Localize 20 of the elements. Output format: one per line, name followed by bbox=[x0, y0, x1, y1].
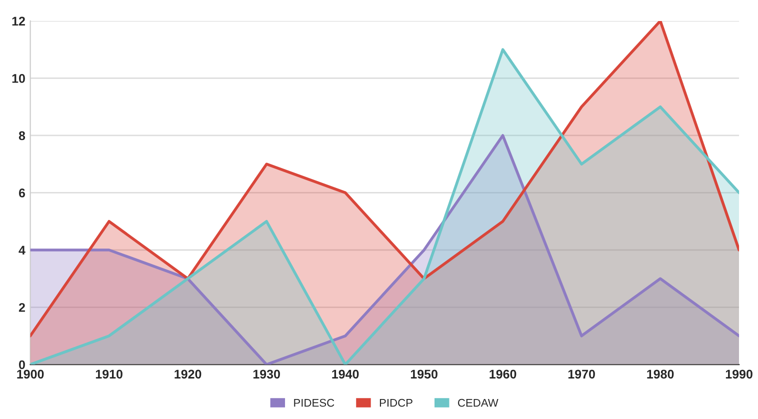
legend-label: PIDESC bbox=[294, 398, 334, 407]
y-tick-label: 4 bbox=[18, 246, 26, 255]
y-tick-label: 12 bbox=[12, 16, 25, 26]
y-tick-label: 6 bbox=[18, 188, 26, 198]
y-tick-label: 10 bbox=[12, 74, 25, 83]
x-tick-label: 1950 bbox=[410, 370, 438, 379]
y-tick-label: 8 bbox=[18, 131, 26, 140]
x-tick-label: 1940 bbox=[332, 370, 359, 379]
legend-label: PIDCP bbox=[380, 398, 412, 407]
x-tick-label: 1970 bbox=[568, 370, 595, 379]
x-tick-label: 1920 bbox=[174, 370, 202, 379]
x-tick-label: 1900 bbox=[17, 370, 44, 379]
x-tick-label: 1990 bbox=[726, 370, 752, 379]
x-tick-label: 1960 bbox=[490, 370, 516, 379]
x-tick-label: 1980 bbox=[647, 370, 674, 379]
x-tick-label: 1910 bbox=[96, 370, 122, 379]
x-tick-label: 1930 bbox=[253, 370, 280, 379]
y-tick-label: 2 bbox=[18, 303, 25, 312]
legend-label: CEDAW bbox=[458, 398, 498, 407]
y-tick-label: 0 bbox=[19, 360, 25, 370]
